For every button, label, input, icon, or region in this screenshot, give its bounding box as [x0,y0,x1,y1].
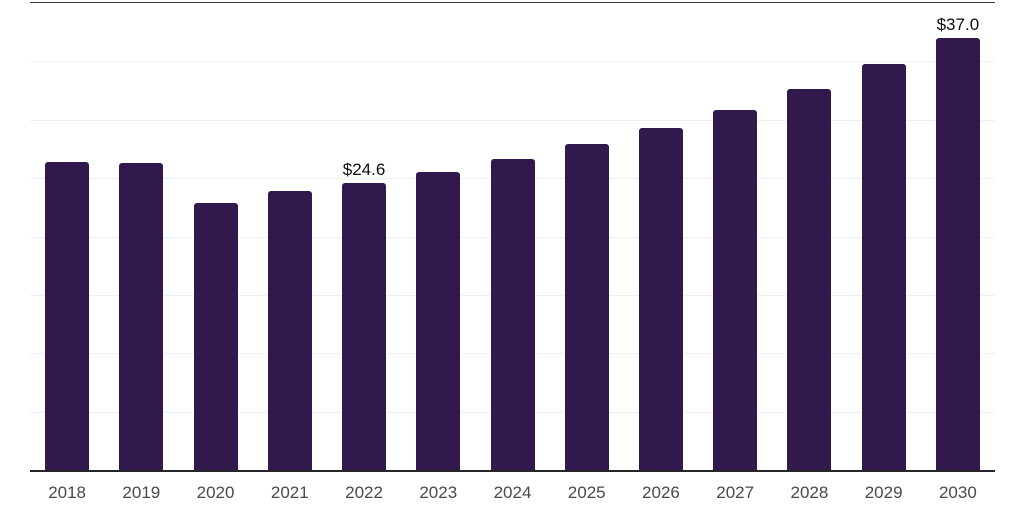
x-tick-label-2023: 2023 [419,483,458,502]
x-tick-label-2019: 2019 [122,483,161,502]
x-tick-label-2021: 2021 [270,483,309,502]
value-label-2022: $24.6 [342,159,386,179]
x-tick-label-2020: 2020 [196,483,235,502]
x-tick-label-2029: 2029 [864,483,903,502]
bar-2030 [935,38,980,470]
bar-2021 [267,190,312,470]
x-tick-label-2018: 2018 [48,483,87,502]
bar-2023 [416,172,461,470]
x-tick-label-2024: 2024 [493,483,532,502]
value-label-2030: $37.0 [936,15,980,35]
gridline-30 [30,119,995,121]
gridline-35 [30,61,995,63]
bar-2027 [713,110,758,470]
bar-2022 [342,182,387,470]
bar-2029 [861,63,906,470]
x-tick-label-2025: 2025 [567,483,606,502]
bar-2025 [564,144,609,470]
x-tick-label-2028: 2028 [790,483,829,502]
bar-2024 [490,159,535,470]
bar-2019 [119,162,164,470]
bar-2020 [193,202,238,470]
x-tick-label-2022: 2022 [345,483,383,502]
x-tick-label-2027: 2027 [716,483,755,502]
bar-2026 [638,127,683,470]
x-tick-label-2030: 2030 [938,483,977,502]
bar-2018 [45,161,90,470]
bar-2028 [787,89,832,470]
x-tick-label-2026: 2026 [642,483,680,502]
plot-area: $24.6 $37.0 [30,2,995,472]
